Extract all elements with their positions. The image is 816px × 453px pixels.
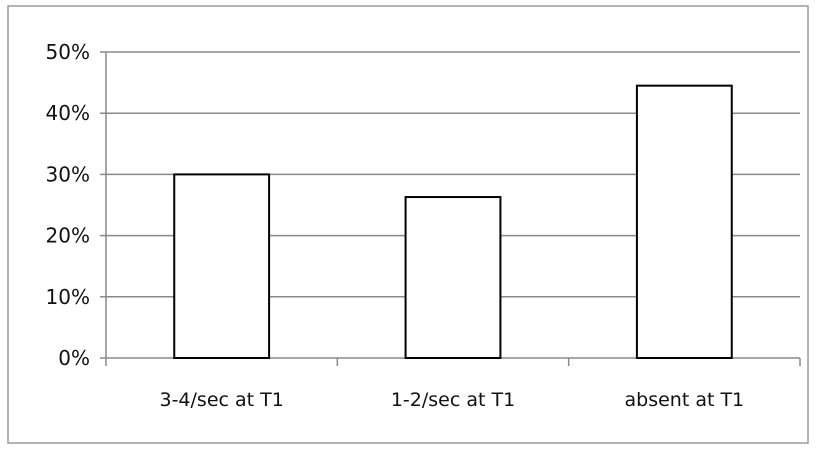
y-tick-label: 30% <box>46 162 90 186</box>
x-tick-label: 3-4/sec at T1 <box>159 389 283 411</box>
bar-1 <box>404 196 502 359</box>
y-tick-label: 0% <box>58 346 90 370</box>
bars <box>173 84 733 359</box>
y-tick-label: 40% <box>46 101 90 125</box>
y-tick-label: 50% <box>46 40 90 64</box>
bar-0 <box>173 173 271 359</box>
tick-labels: 0% 10% 20% 30% 40% 50% 3-4/sec at T1 1-2/sec at… <box>46 40 745 411</box>
y-tick-label: 10% <box>46 285 90 309</box>
bar-2 <box>635 84 733 359</box>
y-tick-label: 20% <box>46 224 90 248</box>
x-tick-label: 1-2/sec at T1 <box>391 389 515 411</box>
x-tick-label: absent at T1 <box>625 389 745 411</box>
